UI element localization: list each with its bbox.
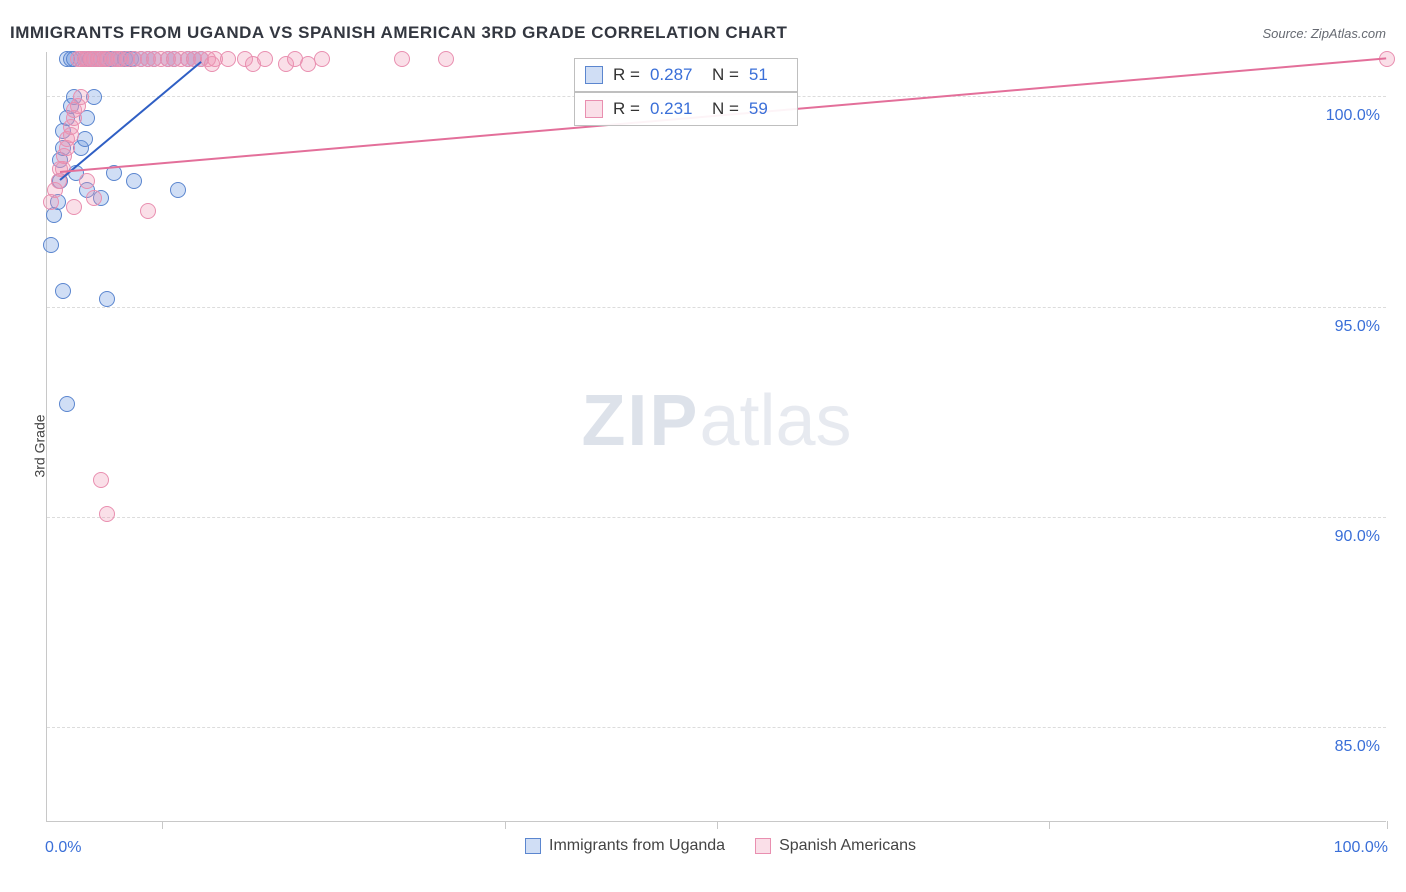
n-label: N =	[712, 65, 739, 85]
x-tick	[162, 821, 163, 829]
data-point-uganda	[170, 182, 186, 198]
legend-label: Spanish Americans	[779, 837, 916, 855]
data-point-spanish	[86, 190, 102, 206]
data-point-spanish	[93, 472, 109, 488]
gridline-h	[47, 307, 1386, 308]
legend-item-uganda: Immigrants from Uganda	[525, 837, 725, 855]
y-tick-label: 90.0%	[1335, 528, 1380, 546]
data-point-spanish	[220, 51, 236, 67]
r-value: 0.287	[650, 65, 702, 85]
data-point-spanish	[99, 506, 115, 522]
data-point-spanish	[257, 51, 273, 67]
data-point-uganda	[59, 396, 75, 412]
x-tick	[1049, 821, 1050, 829]
data-point-spanish	[79, 173, 95, 189]
y-tick-label: 85.0%	[1335, 738, 1380, 756]
scatter-chart: ZIPatlas 85.0%90.0%95.0%100.0%0.0%100.0%…	[46, 52, 1386, 822]
data-point-spanish	[66, 199, 82, 215]
gridline-h	[47, 727, 1386, 728]
watermark: ZIPatlas	[581, 380, 851, 462]
data-point-uganda	[43, 237, 59, 253]
x-tick-label-end: 100.0%	[1334, 839, 1388, 857]
title-bar: IMMIGRANTS FROM UGANDA VS SPANISH AMERIC…	[10, 18, 1386, 48]
y-tick-label: 95.0%	[1335, 318, 1380, 336]
x-tick	[505, 821, 506, 829]
watermark-atlas: atlas	[699, 381, 851, 461]
legend-item-spanish: Spanish Americans	[755, 837, 916, 855]
n-label: N =	[712, 99, 739, 119]
x-tick	[1387, 821, 1388, 829]
data-point-spanish	[73, 89, 89, 105]
r-label: R =	[613, 65, 640, 85]
data-point-spanish	[140, 203, 156, 219]
source-prefix: Source:	[1262, 26, 1310, 41]
legend-swatch-spanish	[755, 838, 771, 854]
source-attribution: Source: ZipAtlas.com	[1262, 26, 1386, 41]
y-tick-label: 100.0%	[1326, 107, 1380, 125]
watermark-zip: ZIP	[581, 381, 699, 461]
stat-swatch-spanish	[585, 100, 603, 118]
legend-swatch-uganda	[525, 838, 541, 854]
stat-box-spanish: R = 0.231 N = 59	[574, 92, 798, 126]
gridline-h	[47, 517, 1386, 518]
data-point-spanish	[314, 51, 330, 67]
r-label: R =	[613, 99, 640, 119]
stat-box-uganda: R = 0.287 N = 51	[574, 58, 798, 92]
n-value: 59	[749, 99, 779, 119]
chart-title: IMMIGRANTS FROM UGANDA VS SPANISH AMERIC…	[10, 23, 787, 43]
source-name: ZipAtlas.com	[1311, 26, 1386, 41]
n-value: 51	[749, 65, 779, 85]
x-tick	[717, 821, 718, 829]
r-value: 0.231	[650, 99, 702, 119]
data-point-uganda	[55, 283, 71, 299]
data-point-spanish	[438, 51, 454, 67]
legend-label: Immigrants from Uganda	[549, 837, 725, 855]
data-point-uganda	[126, 173, 142, 189]
data-point-uganda	[99, 291, 115, 307]
data-point-spanish	[394, 51, 410, 67]
legend: Immigrants from Uganda Spanish Americans	[525, 837, 916, 855]
stat-swatch-uganda	[585, 66, 603, 84]
x-tick-label-start: 0.0%	[45, 839, 81, 857]
